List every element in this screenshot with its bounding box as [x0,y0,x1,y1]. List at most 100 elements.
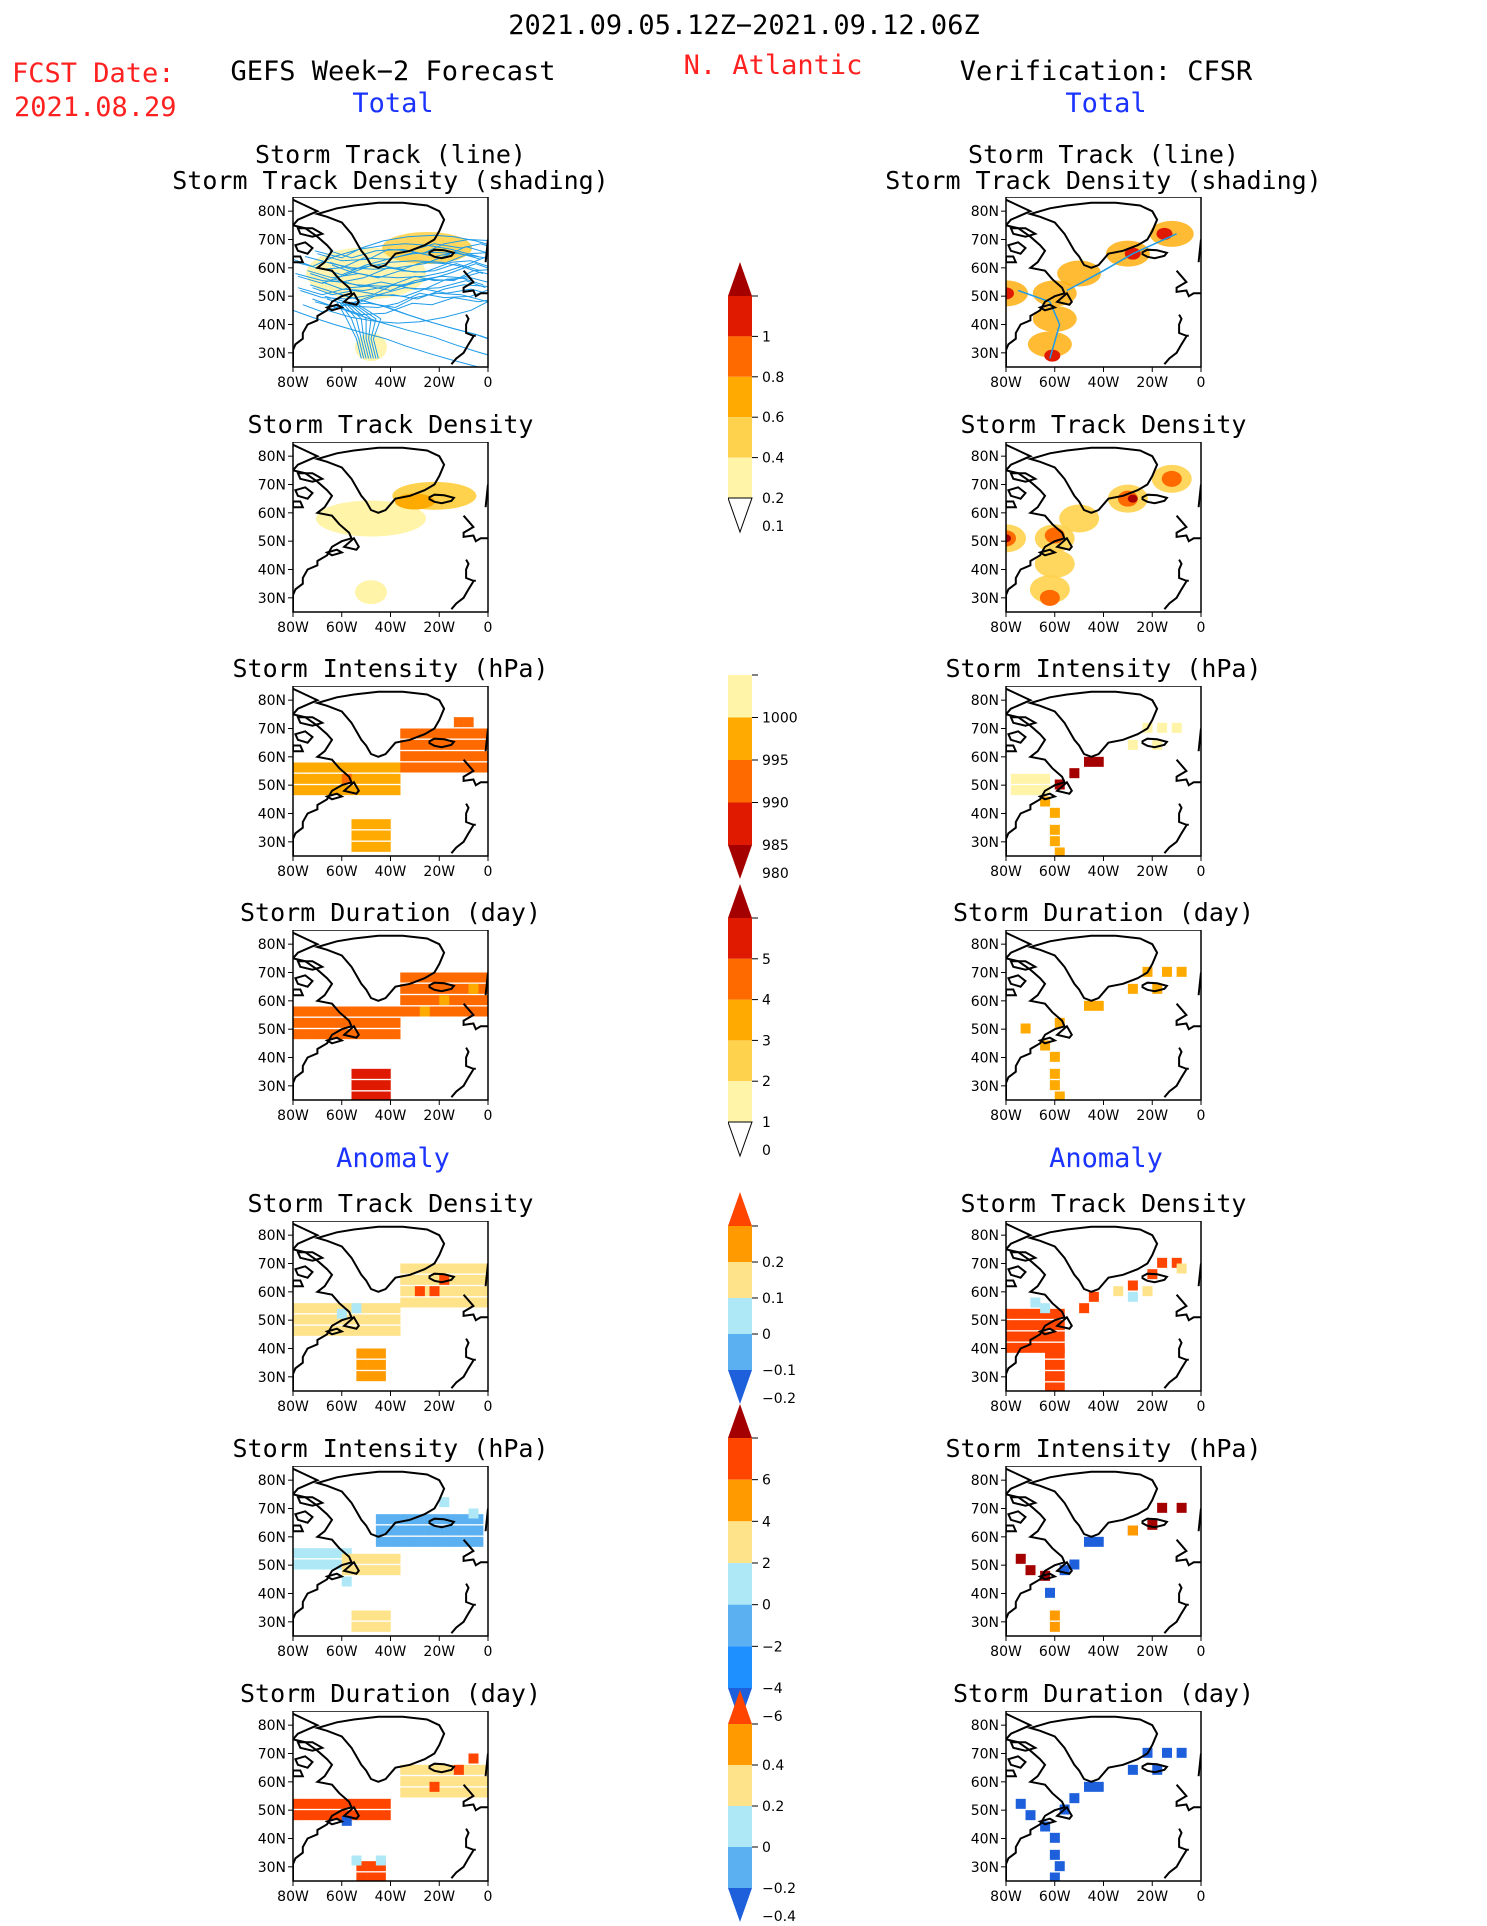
lat-tick-label: 70N [258,1257,286,1273]
lat-tick-label: 50N [971,1803,999,1819]
lon-tick-label: 20W [423,620,455,636]
lat-tick-label: 50N [258,289,286,305]
verification-map-3: 80N 70N 60N 50N 40N 30N 80W 60W 40W 20W 0 [971,930,1205,1124]
lon-tick-label: 0 [1197,375,1206,391]
lat-tick-label: 70N [258,966,286,982]
lat-tick-label: 40N [971,1051,999,1067]
lat-tick-label: 80N [971,1473,999,1489]
lat-tick-label: 70N [971,1747,999,1763]
colorbar-label: −6 [762,1709,783,1725]
colorbar-label: −0.2 [762,1391,796,1407]
lat-tick-label: 30N [971,1860,999,1876]
lat-tick-label: 30N [258,1079,286,1095]
lat-tick-label: 80N [258,449,286,465]
lon-tick-label: 60W [326,620,358,636]
lat-tick-label: 60N [258,1775,286,1791]
forecast-map-3: 80N 70N 60N 50N 40N 30N 80W 60W 40W 20W 0 [258,930,492,1124]
lon-tick-label: 60W [1039,620,1071,636]
lon-tick-label: 0 [1197,864,1206,880]
verification-panel-0-title: Storm Track Density (shading) [885,166,1322,195]
colorbar-label: 1 [762,1115,771,1131]
lon-tick-label: 0 [484,1644,493,1660]
lon-tick-label: 40W [375,1108,407,1124]
lat-tick-label: 60N [971,1530,999,1546]
lon-tick-label: 0 [1197,1889,1206,1905]
lon-tick-label: 80W [277,1399,309,1415]
colorbar-label: 0.4 [762,451,784,467]
colorbar-label: 1000 [762,711,798,727]
lat-tick-label: 80N [971,204,999,220]
verification-anomaly-label: Anomaly [1049,1143,1163,1174]
lat-tick-label: 40N [258,807,286,823]
verification-panel-2-title: Storm Intensity (hPa) [945,654,1262,683]
lat-tick-label: 40N [258,1342,286,1358]
colorbar-label: 0 [762,1143,771,1159]
lon-tick-label: 80W [990,375,1022,391]
forecast-panel-4-title: Storm Track Density [247,1189,534,1218]
lat-tick-label: 60N [258,750,286,766]
colorbar-label: 0 [762,1840,771,1856]
colorbar-label: −0.2 [762,1881,796,1897]
lon-tick-label: 80W [990,864,1022,880]
lon-tick-label: 20W [423,1889,455,1905]
lat-tick-label: 40N [971,318,999,334]
lon-tick-label: 20W [1136,1108,1168,1124]
lon-tick-label: 20W [423,375,455,391]
lat-tick-label: 50N [971,289,999,305]
lon-tick-label: 40W [1088,1108,1120,1124]
lat-tick-label: 50N [971,534,999,550]
lat-tick-label: 50N [258,534,286,550]
colorbar-label: 0.4 [762,1758,784,1774]
forecast-map-6: 80N 70N 60N 50N 40N 30N 80W 60W 40W 20W 0 [258,1711,492,1905]
lon-tick-label: 40W [1088,864,1120,880]
lat-tick-label: 30N [258,1615,286,1631]
colorbar-label: 0.2 [762,491,784,507]
forecast-panel-1-title: Storm Track Density [247,410,534,439]
lon-tick-label: 60W [326,375,358,391]
lon-tick-label: 20W [423,1108,455,1124]
lon-tick-label: 20W [1136,375,1168,391]
colorbar-label: 0.6 [762,410,784,426]
lat-tick-label: 60N [971,1775,999,1791]
lon-tick-label: 60W [326,1108,358,1124]
map-frame [1005,686,1202,857]
region-title: N. Atlantic [683,50,863,81]
lon-tick-label: 80W [277,1108,309,1124]
verification-map-6: 80N 70N 60N 50N 40N 30N 80W 60W 40W 20W 0 [971,1711,1206,1905]
forecast-map-1: 80N 70N 60N 50N 40N 30N 80W 60W 40W 20W 0 [258,442,492,636]
lon-tick-label: 80W [990,1108,1022,1124]
lat-tick-label: 50N [971,1558,999,1574]
lon-tick-label: 0 [1197,1644,1206,1660]
lon-tick-label: 40W [1088,1399,1120,1415]
colorbar-label: 2 [762,1074,771,1090]
forecast-map-5: 80N 70N 60N 50N 40N 30N 80W 60W 40W 20W 0 [258,1466,493,1660]
lat-tick-label: 80N [258,693,286,709]
colorbar-label: 6 [762,1473,771,1489]
colorbar-anom-intensity: 6 4 2 0 −2 −4 −6 [728,1404,783,1725]
colorbar-label: −4 [762,1681,783,1697]
lon-tick-label: 40W [1088,375,1120,391]
forecast-panel-0-title: Storm Track (line) [255,140,526,169]
lat-tick-label: 30N [971,1615,999,1631]
lon-tick-label: 20W [1136,1889,1168,1905]
verification-map-5: 80N 70N 60N 50N 40N 30N 80W 60W 40W 20W 0 [971,1466,1206,1660]
lon-tick-label: 60W [1039,864,1071,880]
lat-tick-label: 70N [258,233,286,249]
colorbar-label: 0 [762,1327,771,1343]
lat-tick-label: 50N [258,1803,286,1819]
lat-tick-label: 70N [971,478,999,494]
lat-tick-label: 30N [258,835,286,851]
lon-tick-label: 60W [326,1399,358,1415]
lat-tick-label: 60N [971,506,999,522]
verification-panel-0-title: Storm Track (line) [968,140,1239,169]
verification-total-label: Total [1065,88,1147,119]
lat-tick-label: 80N [258,1718,286,1734]
fcst-date-value: 2021.08.29 [14,92,177,123]
lon-tick-label: 40W [375,1399,407,1415]
forecast-map-2: 80N 70N 60N 50N 40N 30N 80W 60W 40W 20W 0 [258,686,492,880]
map-frame [1005,1711,1202,1882]
colorbar-density: 1 0.8 0.6 0.4 0.2 0.1 [728,262,784,535]
lat-tick-label: 60N [258,1530,286,1546]
lon-tick-label: 60W [1039,1644,1071,1660]
lon-tick-label: 60W [1039,375,1071,391]
